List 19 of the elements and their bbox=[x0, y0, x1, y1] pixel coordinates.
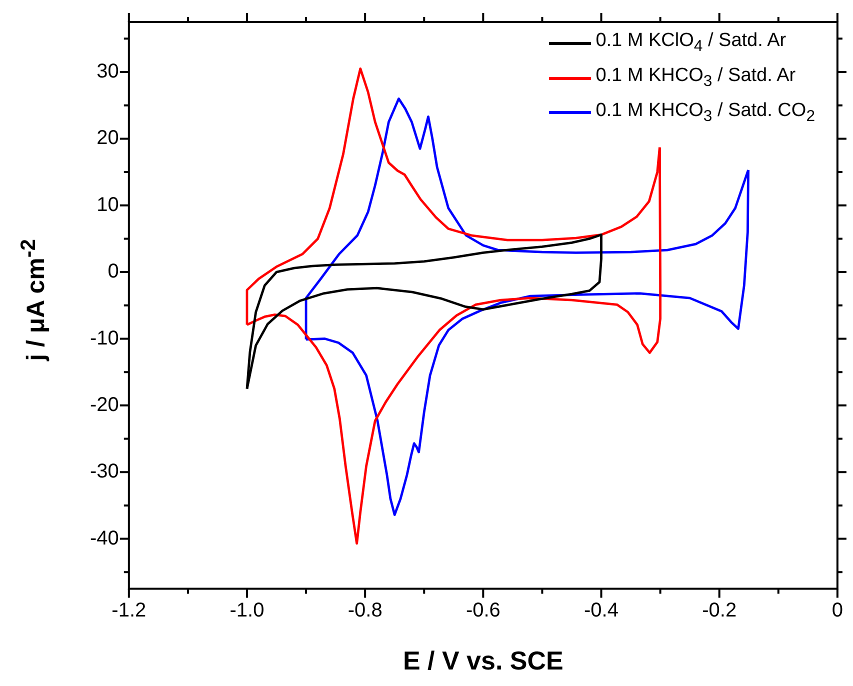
x-tick-label: -0.6 bbox=[466, 599, 500, 622]
y-tick-label: 20 bbox=[96, 127, 119, 150]
x-tick-label: -0.8 bbox=[348, 599, 382, 622]
y-tick-label: 0 bbox=[108, 260, 119, 283]
y-tick-label: 30 bbox=[96, 60, 119, 83]
legend-label: 0.1 M KHCO$_{3}$ / Satd. CO$_{2}$ bbox=[596, 98, 815, 126]
legend-label: 0.1 M KHCO$_{3}$ / Satd. Ar bbox=[596, 64, 796, 92]
y-tick-label: -40 bbox=[90, 527, 119, 550]
x-tick-label: 0 bbox=[832, 599, 843, 622]
x-tick-label: -1.0 bbox=[230, 599, 264, 622]
y-tick-label: -30 bbox=[90, 460, 119, 483]
x-tick-label: -0.4 bbox=[584, 599, 618, 622]
x-tick-label: -0.2 bbox=[702, 599, 737, 622]
x-tick-label: -1.2 bbox=[112, 599, 146, 622]
legend-label: 0.1 M KClO$_{4}$ / Satd. Ar bbox=[596, 29, 786, 57]
y-tick-label: -10 bbox=[90, 327, 119, 350]
y-tick-label: -20 bbox=[90, 394, 119, 416]
y-tick-label: 10 bbox=[96, 194, 119, 216]
x-axis-title: E / V vs. SCE bbox=[402, 646, 564, 676]
